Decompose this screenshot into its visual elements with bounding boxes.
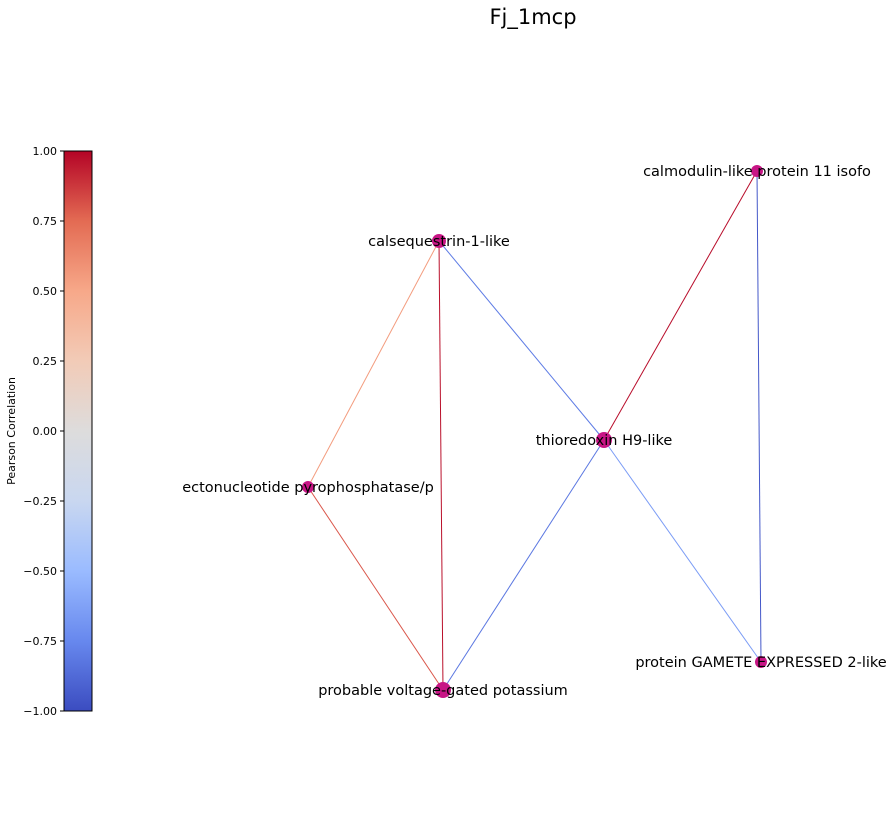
colorbar-tick-label: −0.25 [23, 495, 57, 508]
node-calsequestrin[interactable] [432, 234, 446, 248]
colorbar-tick-label: −1.00 [23, 705, 57, 718]
node-label-calsequestrin: calsequestrin-1-like [368, 234, 510, 250]
node-label-gamete: protein GAMETE EXPRESSED 2-like [635, 655, 886, 671]
edge-potassium-thioredoxin [442, 439, 605, 691]
nodes [302, 165, 767, 698]
colorbar-tick-label: 0.00 [33, 425, 58, 438]
edge-calsequestrin-thioredoxin [438, 240, 605, 441]
colorbar: 1.00 0.75 0.50 0.25 0.00 −0.25 −0.50 −0.75 −1.00… [5, 145, 93, 718]
colorbar-tick-label: 1.00 [33, 145, 58, 158]
colorbar-tick-label: 0.75 [33, 215, 58, 228]
colorbar-gradient [63, 150, 93, 712]
node-gamete[interactable] [755, 656, 767, 668]
edge-calsequestrin-ectonucleotide [307, 240, 440, 488]
edge-calsequestrin-potassium [438, 240, 444, 691]
node-label-calmodulin: calmodulin-like protein 11 isofo [643, 164, 871, 180]
edges [307, 170, 762, 691]
node-thioredoxin[interactable] [596, 432, 612, 448]
edge-ectonucleotide-potassium [307, 486, 444, 691]
node-calmodulin[interactable] [751, 165, 763, 177]
colorbar-tick-label: 0.50 [33, 285, 58, 298]
colorbar-label: Pearson Correlation [5, 377, 18, 485]
colorbar-ticks: 1.00 0.75 0.50 0.25 0.00 −0.25 −0.50 −0.75 −1.00 [23, 145, 64, 718]
node-labels: calsequestrin-1-like calmodulin-like prot… [182, 164, 887, 699]
node-potassium[interactable] [435, 682, 451, 698]
node-label-ectonucleotide: ectonucleotide pyrophosphatase/p [182, 480, 434, 496]
node-label-potassium: probable voltage-gated potassium [318, 683, 568, 699]
node-label-thioredoxin: thioredoxin H9-like [536, 433, 673, 449]
colorbar-tick-label: 0.25 [33, 355, 58, 368]
colorbar-tick-label: −0.75 [23, 635, 57, 648]
edge-thioredoxin-gamete [603, 439, 762, 663]
node-ectonucleotide[interactable] [302, 481, 314, 493]
edge-calmodulin-gamete [756, 170, 762, 663]
edge-thioredoxin-calmodulin [603, 170, 758, 441]
colorbar-tick-label: −0.50 [23, 565, 57, 578]
figure-title: Fj_1mcp [489, 5, 576, 30]
